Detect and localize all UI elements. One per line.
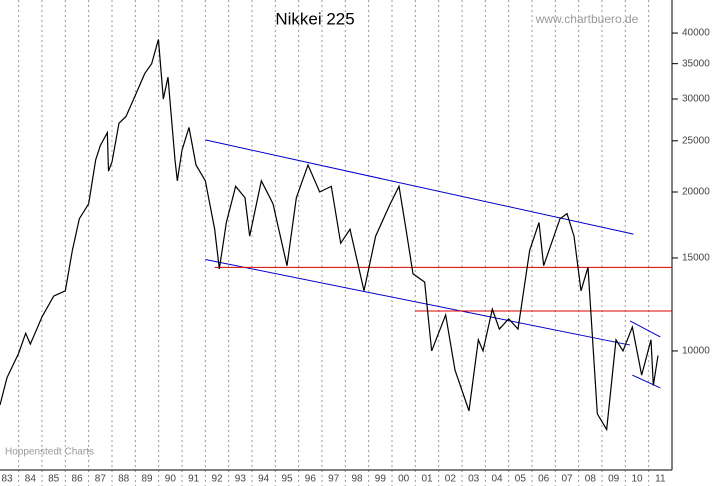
y-tick-label: 40000: [682, 28, 710, 39]
x-tick-label: 02: [445, 474, 457, 485]
trend-line: [629, 320, 661, 338]
x-tick-label: 93: [235, 474, 247, 485]
price-line: [0, 39, 659, 432]
trend-line: [205, 259, 631, 346]
x-tick-label: 88: [118, 474, 130, 485]
x-tick-label: 01: [421, 474, 433, 485]
y-tick-label: 25000: [682, 135, 710, 146]
x-tick-label: 07: [561, 474, 573, 485]
x-tick-label: 03: [468, 474, 480, 485]
x-tick-label: 96: [305, 474, 317, 485]
x-tick-label: 04: [491, 474, 503, 485]
x-tick-label: 97: [328, 474, 340, 485]
credit: Hoppenstedt Charts: [5, 447, 94, 458]
x-tick-label: 91: [188, 474, 200, 485]
trend-line: [205, 139, 634, 235]
x-tick-label: 08: [585, 474, 597, 485]
x-tick-label: 87: [95, 474, 107, 485]
y-tick-label: 15000: [682, 253, 710, 264]
x-tick-label: 83: [1, 474, 13, 485]
y-tick-label: 20000: [682, 187, 710, 198]
x-tick-label: 98: [351, 474, 363, 485]
x-tick-label: 86: [71, 474, 83, 485]
y-tick-label: 10000: [682, 346, 710, 357]
x-tick-label: 85: [48, 474, 60, 485]
x-tick-label: 11: [655, 474, 666, 485]
source: www.chartbuero.de: [535, 12, 639, 26]
x-tick-label: 10: [631, 474, 643, 485]
x-tick-label: 09: [608, 474, 620, 485]
trend-line: [632, 374, 661, 389]
x-tick-label: 84: [25, 474, 37, 485]
x-tick-label: 94: [258, 474, 270, 485]
x-tick-label: 89: [141, 474, 153, 485]
x-tick-label: 00: [398, 474, 410, 485]
x-tick-label: 05: [515, 474, 527, 485]
x-tick-label: 90: [165, 474, 177, 485]
y-tick-label: 35000: [682, 58, 710, 69]
x-tick-label: 92: [211, 474, 223, 485]
x-tick-label: 06: [538, 474, 550, 485]
x-tick-label: 99: [375, 474, 387, 485]
x-tick-label: 95: [281, 474, 293, 485]
chart-title: Nikkei 225: [275, 9, 354, 28]
y-tick-label: 30000: [682, 94, 710, 105]
